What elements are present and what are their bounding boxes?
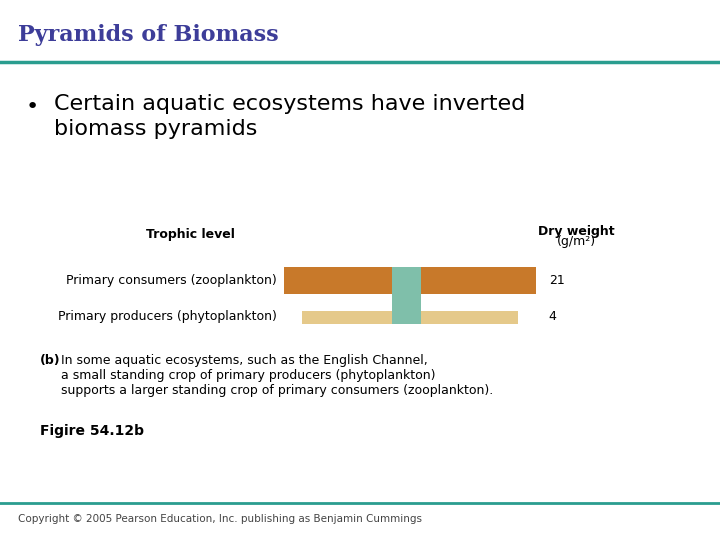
Text: Primary producers (phytoplankton): Primary producers (phytoplankton)	[58, 310, 277, 323]
Text: Primary consumers (zooplankton): Primary consumers (zooplankton)	[66, 274, 277, 287]
Text: Certain aquatic ecosystems have inverted
biomass pyramids: Certain aquatic ecosystems have inverted…	[54, 94, 526, 139]
Text: Trophic level: Trophic level	[146, 228, 235, 241]
Text: Pyramids of Biomass: Pyramids of Biomass	[18, 24, 279, 46]
Bar	[284, 267, 536, 294]
Text: •: •	[25, 97, 38, 117]
Text: 4: 4	[549, 310, 557, 323]
Bar	[302, 310, 518, 324]
Text: Dry weight: Dry weight	[538, 225, 614, 238]
Text: 21: 21	[549, 274, 564, 287]
Bar	[392, 267, 421, 324]
Text: Copyright © 2005 Pearson Education, Inc. publishing as Benjamin Cummings: Copyright © 2005 Pearson Education, Inc.…	[18, 515, 422, 524]
Text: Figire 54.12b: Figire 54.12b	[40, 424, 143, 438]
Text: (b): (b)	[40, 354, 60, 367]
Text: In some aquatic ecosystems, such as the English Channel,
a small standing crop o: In some aquatic ecosystems, such as the …	[61, 354, 493, 397]
Text: (g/m²): (g/m²)	[557, 235, 595, 248]
